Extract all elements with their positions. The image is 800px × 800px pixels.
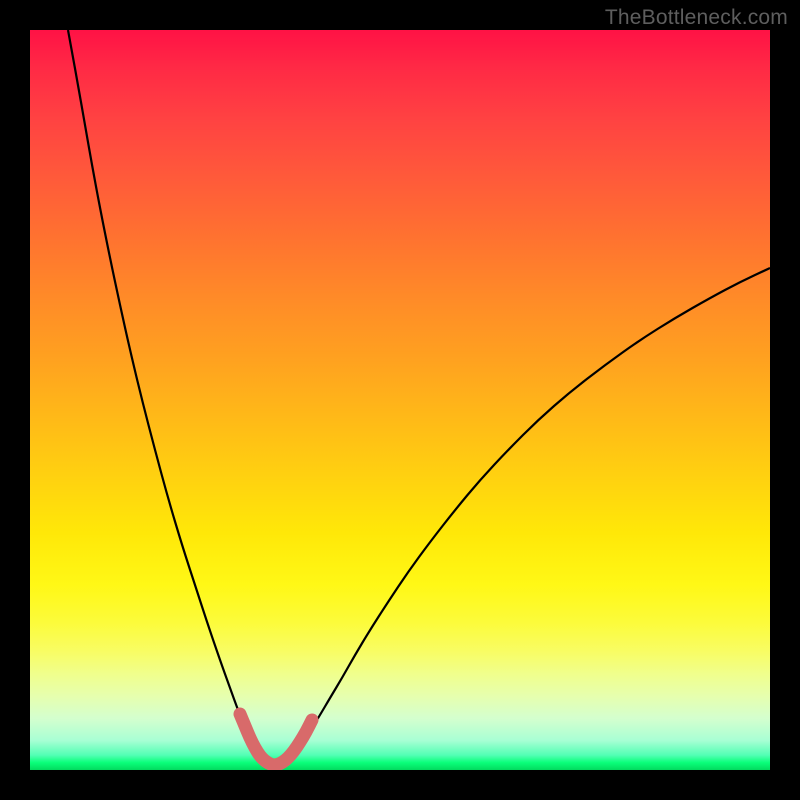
watermark-text: TheBottleneck.com [605,6,788,30]
gradient-plot-area [30,30,770,770]
